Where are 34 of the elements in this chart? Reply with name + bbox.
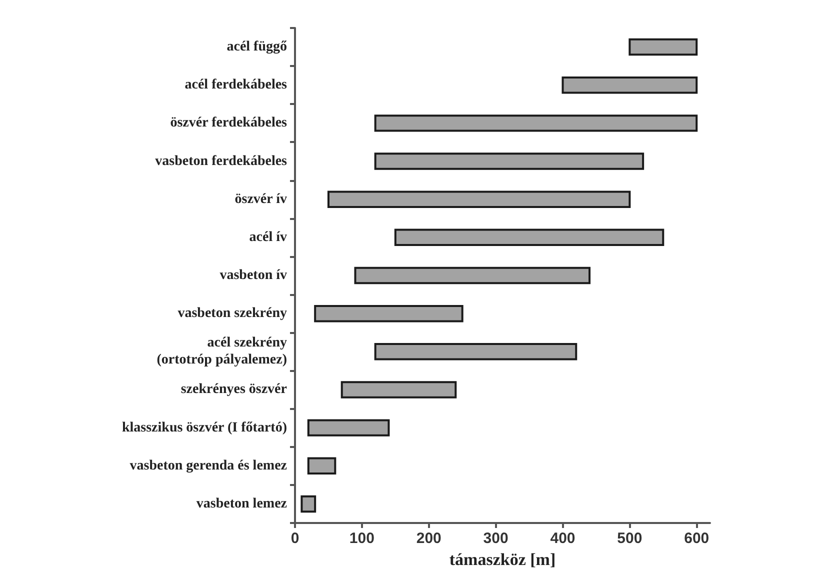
bar	[628, 38, 698, 56]
y-tick-label: acél ív	[249, 230, 287, 245]
x-tick-label: 400	[550, 530, 576, 547]
x-tick-label: 500	[617, 530, 642, 547]
bar	[374, 152, 644, 170]
bar	[374, 114, 698, 132]
bar	[354, 266, 591, 284]
bar	[327, 190, 631, 208]
bar	[562, 76, 698, 94]
y-tick-label: vasbeton ív	[220, 268, 287, 283]
bar	[307, 457, 336, 474]
y-tick-label: vasbeton lemez	[196, 496, 287, 512]
y-tick-label: acél ferdekábeles	[184, 78, 288, 93]
x-tick-label: 100	[349, 530, 374, 547]
y-tick-label: szekrényes öszvér	[180, 382, 287, 398]
bar	[300, 495, 316, 513]
x-tick-label: 200	[416, 530, 442, 547]
y-tick-label: vasbeton gerenda és lemez	[130, 458, 287, 474]
bar	[340, 381, 457, 398]
x-tick-label: 600	[684, 530, 710, 547]
y-tick-label: öszvér ferdekábeles	[170, 116, 288, 131]
y-tick-label: acél függő	[226, 40, 287, 55]
x-tick-label: 0	[290, 530, 300, 547]
bar	[374, 343, 578, 360]
y-tick-label: acél szekrény (ortotróp pályalemez)	[156, 336, 288, 368]
bar	[314, 304, 464, 322]
y-tick-label: öszvér ív	[234, 192, 287, 207]
bar	[307, 419, 390, 436]
x-tick-label: 300	[483, 530, 508, 547]
x-axis-title: támaszköz [m]	[449, 550, 556, 569]
bar	[394, 228, 664, 246]
y-tick-label: vasbeton szekrény	[178, 306, 287, 322]
y-tick-label: vasbeton ferdekábeles	[155, 154, 288, 169]
y-tick-label: klasszikus öszvér (I főtartó)	[122, 420, 288, 436]
